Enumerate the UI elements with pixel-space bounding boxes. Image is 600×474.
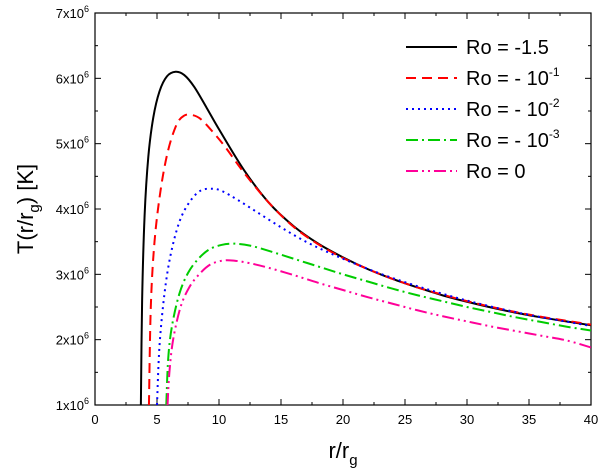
series-line-3 <box>156 187 591 405</box>
x-tick-label: 10 <box>212 412 226 427</box>
y-tick-label-base: 7x10 <box>56 6 84 21</box>
x-tick-label: 25 <box>398 412 412 427</box>
legend-label-sup: -1 <box>549 65 560 79</box>
y-tick-label-base: 6x10 <box>56 71 84 86</box>
series-line-1 <box>139 70 591 405</box>
y-tick-label: 4x106 <box>56 200 89 217</box>
y-tick-label-exp: 6 <box>84 200 89 210</box>
legend-label-text: Ro = - 10 <box>466 130 549 152</box>
legend-label-sup: -3 <box>549 127 560 141</box>
y-tick-label-base: 5x10 <box>56 137 84 152</box>
x-axis-title-main: r/r <box>328 438 349 463</box>
y-axis-title-tail: ) [K] <box>13 164 38 204</box>
legend-label-2: Ro = - 10-1 <box>466 65 560 90</box>
y-axis-title-main: T(r/r <box>13 213 38 255</box>
legend-label-3: Ro = - 10-2 <box>466 96 560 121</box>
y-tick-label-exp: 6 <box>84 4 89 14</box>
y-tick-label-exp: 6 <box>84 396 89 406</box>
x-tick-label: 0 <box>91 412 98 427</box>
legend-label-text: Ro = 0 <box>466 161 525 183</box>
y-tick-label-exp: 6 <box>84 135 89 145</box>
y-tick-label-base: 1x10 <box>56 398 84 413</box>
legend-label-sup: -2 <box>549 96 560 110</box>
y-tick-label: 1x106 <box>56 396 89 413</box>
x-tick-label: 35 <box>522 412 536 427</box>
legend-label-4: Ro = - 10-3 <box>466 127 560 152</box>
y-tick-label: 3x106 <box>56 265 89 282</box>
legend-label-text: Ro = -1.5 <box>466 37 549 59</box>
y-tick-label-exp: 6 <box>84 331 89 341</box>
x-tick-label: 20 <box>336 412 350 427</box>
y-tick-label-exp: 6 <box>84 69 89 79</box>
series-line-4 <box>165 242 591 405</box>
y-axis-title-sub: g <box>26 204 43 212</box>
series-line-2 <box>147 113 591 405</box>
y-tick-label: 2x106 <box>56 331 89 348</box>
x-tick-label: 30 <box>460 412 474 427</box>
x-axis-title: r/rg <box>328 438 357 469</box>
x-axis-title-sub: g <box>349 452 357 469</box>
x-tick-label: 15 <box>274 412 288 427</box>
y-tick-label: 7x106 <box>56 4 89 21</box>
y-tick-label-base: 3x10 <box>56 267 84 282</box>
series-line-5 <box>166 259 591 405</box>
y-tick-label-exp: 6 <box>84 265 89 275</box>
y-tick-label-base: 4x10 <box>56 202 84 217</box>
y-tick-label: 6x106 <box>56 69 89 86</box>
y-tick-label: 5x106 <box>56 135 89 152</box>
x-tick-label: 40 <box>584 412 598 427</box>
legend: Ro = -1.5Ro = - 10-1Ro = - 10-2Ro = - 10… <box>406 37 560 183</box>
x-axis-ticks: 0 5 10 15 20 25 30 35 40 <box>91 13 598 427</box>
legend-label-text: Ro = - 10 <box>466 99 549 121</box>
series-layer <box>139 70 591 405</box>
x-tick-label: 5 <box>153 412 160 427</box>
legend-label-5: Ro = 0 <box>466 161 525 183</box>
y-axis-title: T(r/rg) [K] <box>13 164 43 254</box>
legend-label-text: Ro = - 10 <box>466 68 549 90</box>
y-tick-label-base: 2x10 <box>56 333 84 348</box>
legend-label-1: Ro = -1.5 <box>466 37 549 59</box>
